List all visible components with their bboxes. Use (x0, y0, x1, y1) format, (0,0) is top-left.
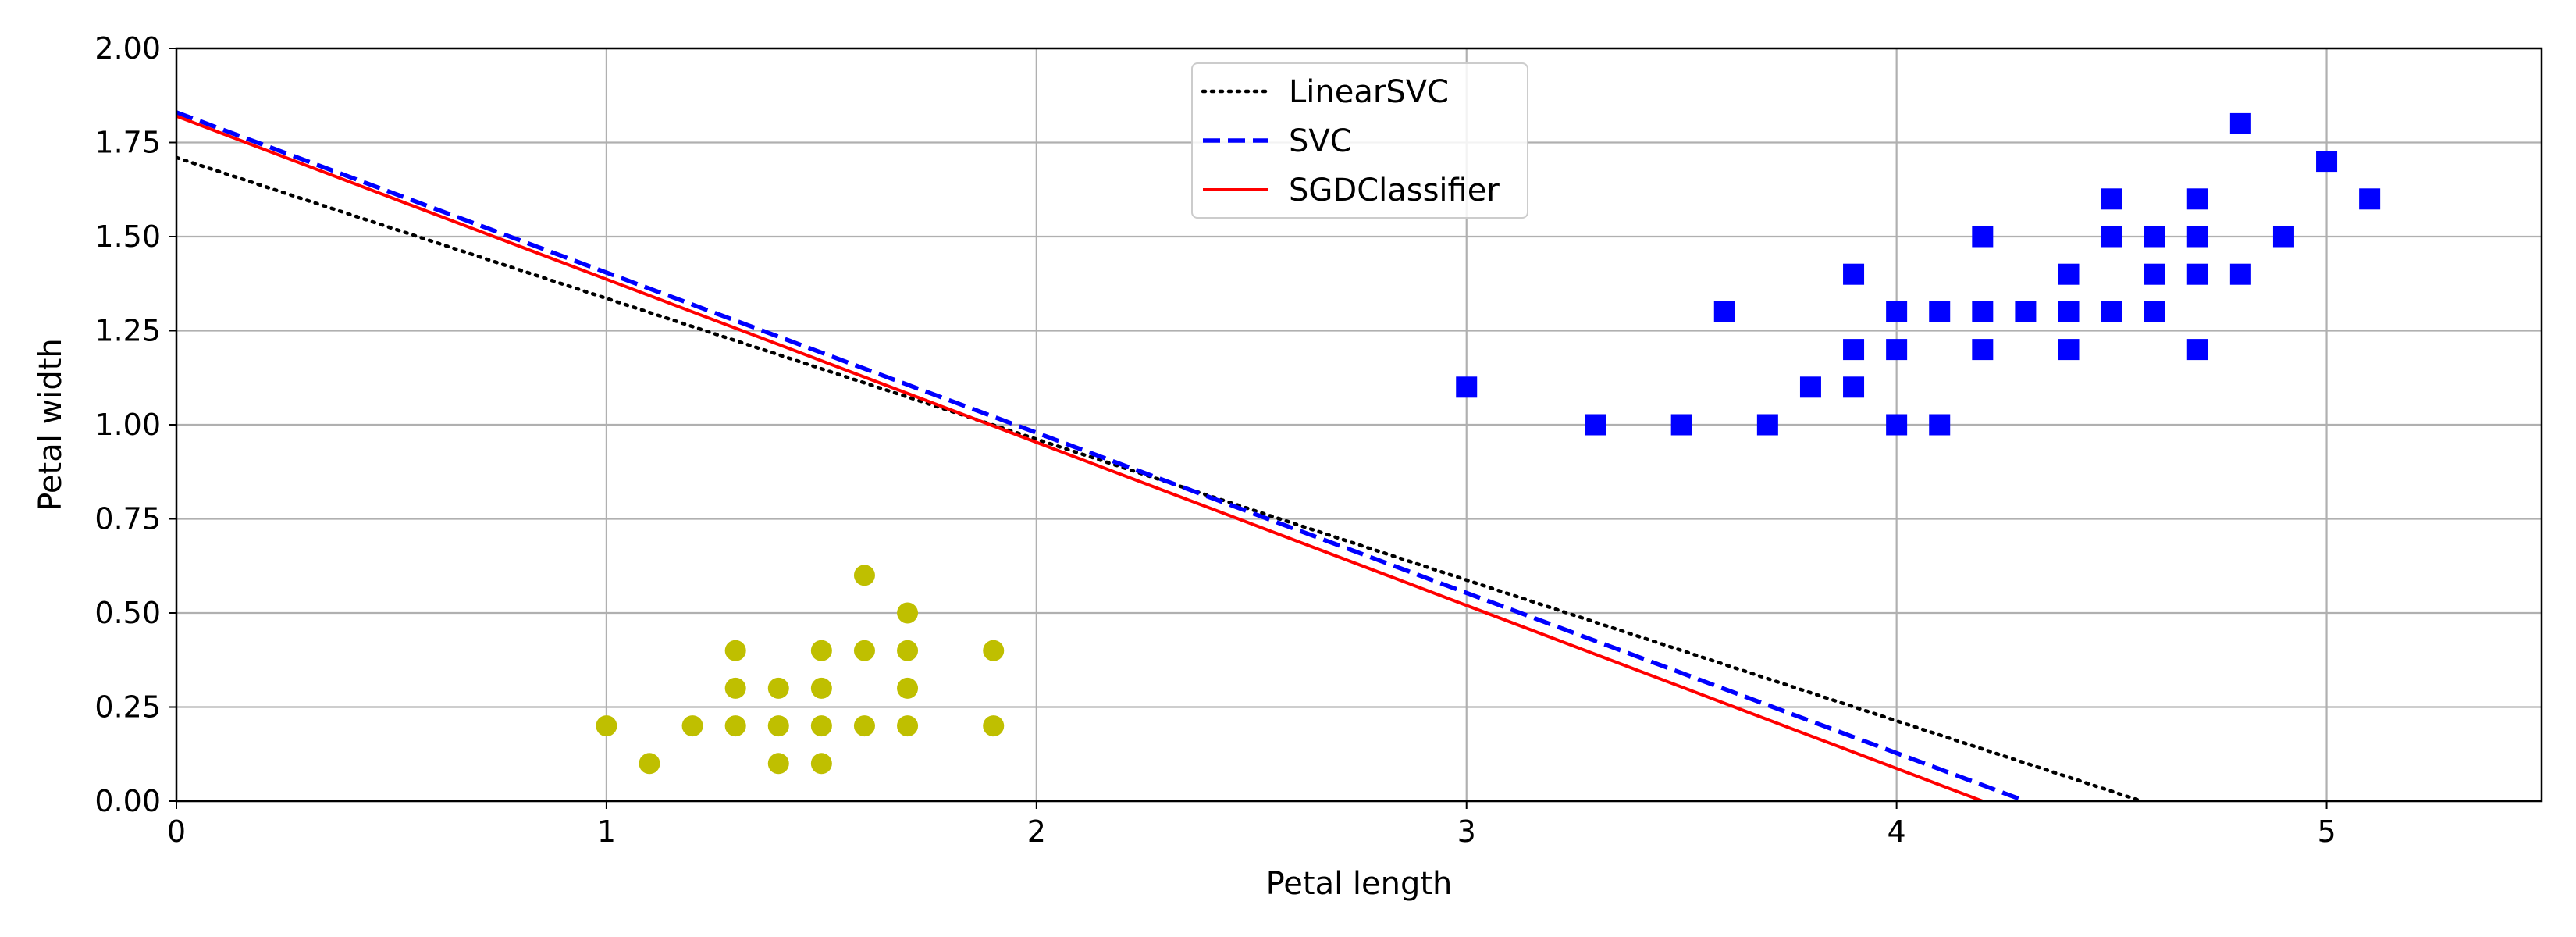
data-point-circle (853, 715, 875, 737)
x-axis-label: Petal length (1266, 866, 1453, 902)
y-tick-label: 1.25 (94, 314, 161, 348)
data-point-square (1972, 301, 1994, 322)
data-point-circle (853, 565, 875, 586)
y-tick-label: 1.00 (94, 408, 161, 442)
data-point-circle (596, 715, 617, 737)
sgdclassifier-line (176, 114, 1984, 801)
decision-boundaries (176, 110, 2144, 801)
data-point-square (1713, 301, 1735, 322)
x-tick-label: 3 (1457, 814, 1476, 849)
data-point-circle (983, 715, 1005, 737)
legend-label: SVC (1289, 123, 1352, 159)
x-tick-label: 0 (167, 814, 186, 849)
data-point-square (1585, 414, 1606, 436)
data-point-square (1756, 414, 1778, 436)
x-tick-label: 4 (1888, 814, 1906, 849)
svc-line (176, 110, 2026, 801)
axis-ticks: 0 1 2 3 4 5 0.00 0.25 0.50 0.75 1.00 1.25 1.50 1.75 2.… (94, 31, 2336, 849)
data-point-circle (724, 640, 746, 661)
legend-label: SGDClassifier (1289, 173, 1500, 208)
data-point-square (2144, 226, 2165, 248)
data-point-square (2144, 263, 2165, 285)
data-point-circle (639, 753, 660, 775)
data-point-square (1670, 414, 1692, 436)
data-point-square (2186, 226, 2208, 248)
data-point-circle (810, 715, 832, 737)
data-point-square (1886, 339, 1908, 361)
data-point-circle (897, 677, 919, 699)
data-point-circle (767, 753, 789, 775)
data-point-square (2058, 263, 2080, 285)
legend-box (1191, 62, 1528, 219)
data-point-circle (983, 640, 1005, 661)
data-point-square (2058, 301, 2080, 322)
data-point-square (2101, 188, 2122, 210)
data-point-square (2186, 339, 2208, 361)
data-point-circle (897, 602, 919, 624)
data-point-square (2144, 301, 2165, 322)
data-point-square (1886, 414, 1908, 436)
data-point-square (2015, 301, 2037, 322)
data-point-square (2186, 263, 2208, 285)
y-tick-label: 0.50 (94, 596, 161, 630)
y-tick-label: 0.25 (94, 690, 161, 725)
legend-label: LinearSVC (1289, 74, 1449, 110)
data-point-square (2359, 188, 2381, 210)
data-point-square (1799, 376, 1821, 398)
data-points (596, 112, 2381, 775)
x-tick-label: 1 (597, 814, 616, 849)
data-point-square (2272, 226, 2294, 248)
data-point-square (1456, 376, 1478, 398)
data-point-square (1929, 414, 1951, 436)
data-point-square (2316, 151, 2338, 173)
x-tick-label: 5 (2317, 814, 2336, 849)
data-point-square (1886, 301, 1908, 322)
data-point-circle (767, 715, 789, 737)
data-point-square (1843, 263, 1865, 285)
data-point-circle (897, 640, 919, 661)
data-point-square (1972, 226, 1994, 248)
legend: LinearSVC SVC SGDClassifier (1191, 62, 1528, 219)
y-tick-label: 1.75 (94, 126, 161, 160)
y-tick-label: 0.75 (94, 502, 161, 536)
data-point-square (2186, 188, 2208, 210)
data-point-circle (810, 640, 832, 661)
data-point-square (2229, 263, 2251, 285)
x-tick-label: 2 (1027, 814, 1046, 849)
data-point-square (1843, 376, 1865, 398)
data-point-square (2101, 226, 2122, 248)
data-point-square (1972, 339, 1994, 361)
y-axis-label: Petal width (33, 338, 69, 511)
y-tick-label: 2.00 (94, 31, 161, 66)
linearsvc-line (176, 155, 2144, 801)
data-point-circle (724, 677, 746, 699)
data-point-square (2101, 301, 2122, 322)
data-point-circle (810, 677, 832, 699)
data-point-circle (724, 715, 746, 737)
data-point-square (1843, 339, 1865, 361)
data-point-circle (681, 715, 703, 737)
y-tick-label: 1.50 (94, 219, 161, 254)
data-point-circle (897, 715, 919, 737)
data-point-circle (810, 753, 832, 775)
data-point-square (2229, 112, 2251, 134)
y-tick-label: 0.00 (94, 784, 161, 818)
data-point-circle (767, 677, 789, 699)
data-point-circle (853, 640, 875, 661)
data-point-square (1929, 301, 1951, 322)
data-point-square (2058, 339, 2080, 361)
